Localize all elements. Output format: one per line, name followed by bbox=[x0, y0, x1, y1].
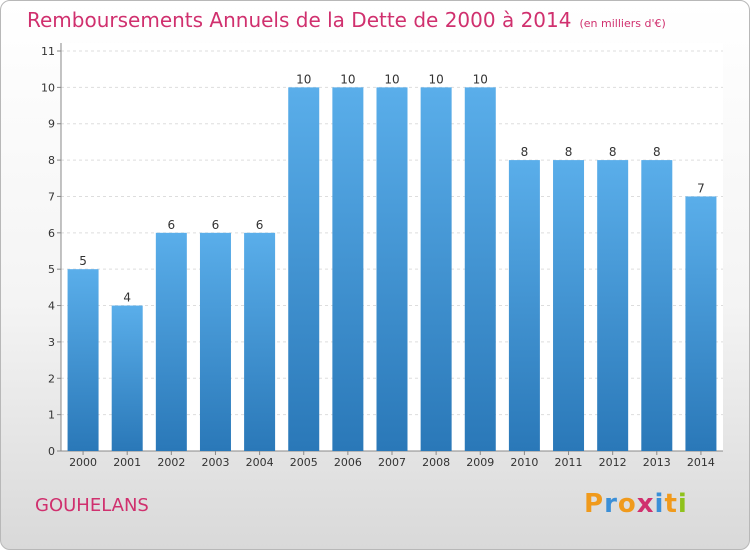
logo-letter: i bbox=[654, 489, 665, 519]
y-tick-label: 2 bbox=[48, 372, 55, 385]
y-tick-label: 0 bbox=[48, 445, 55, 458]
logo-letter: r bbox=[604, 489, 618, 519]
x-tick-label: 2003 bbox=[201, 456, 229, 469]
bar-value-label: 10 bbox=[340, 72, 355, 86]
logo-letter: x bbox=[636, 489, 655, 519]
y-tick-label: 4 bbox=[48, 300, 55, 313]
bar-value-label: 8 bbox=[521, 145, 529, 159]
logo-letter: o bbox=[617, 489, 637, 519]
commune-name: GOUHELANS bbox=[35, 495, 149, 516]
bar bbox=[685, 196, 717, 451]
bar bbox=[244, 232, 276, 451]
x-tick-label: 2014 bbox=[687, 456, 715, 469]
bar-value-label: 10 bbox=[428, 72, 443, 86]
bar bbox=[464, 87, 496, 451]
bar-value-label: 8 bbox=[653, 145, 661, 159]
bar bbox=[597, 160, 629, 451]
x-tick-label: 2004 bbox=[246, 456, 274, 469]
bar bbox=[376, 87, 408, 451]
x-tick-label: 2008 bbox=[422, 456, 450, 469]
bar-value-label: 10 bbox=[473, 72, 488, 86]
x-tick-label: 2011 bbox=[555, 456, 583, 469]
x-tick-label: 2009 bbox=[466, 456, 494, 469]
y-tick-label: 5 bbox=[48, 263, 55, 276]
logo-letter: P bbox=[584, 489, 605, 519]
chart-title: Remboursements Annuels de la Dette de 20… bbox=[27, 8, 666, 32]
bar-value-label: 4 bbox=[123, 291, 131, 305]
bar bbox=[67, 269, 99, 451]
x-tick-label: 2001 bbox=[113, 456, 141, 469]
bar bbox=[420, 87, 452, 451]
x-tick-label: 2010 bbox=[510, 456, 538, 469]
bar bbox=[641, 160, 673, 451]
bar-value-label: 8 bbox=[565, 145, 573, 159]
bar-value-label: 6 bbox=[256, 218, 264, 232]
x-tick-label: 2012 bbox=[599, 456, 627, 469]
bar bbox=[111, 305, 143, 451]
logo-letter: t bbox=[664, 489, 678, 519]
y-tick-label: 6 bbox=[48, 227, 55, 240]
bar-value-label: 8 bbox=[609, 145, 617, 159]
x-tick-label: 2006 bbox=[334, 456, 362, 469]
y-tick-label: 7 bbox=[48, 190, 55, 203]
chart-unit: (en milliers d'€) bbox=[579, 17, 666, 30]
bar-value-label: 7 bbox=[697, 181, 705, 195]
proxiti-logo: Proxiti bbox=[584, 489, 688, 519]
bar bbox=[199, 232, 231, 451]
x-tick-label: 2002 bbox=[157, 456, 185, 469]
y-tick-label: 10 bbox=[41, 81, 55, 94]
bar-value-label: 10 bbox=[384, 72, 399, 86]
x-tick-label: 2000 bbox=[69, 456, 97, 469]
bar-value-label: 10 bbox=[296, 72, 311, 86]
bar bbox=[508, 160, 540, 451]
bar bbox=[553, 160, 585, 451]
x-tick-label: 2005 bbox=[290, 456, 318, 469]
y-tick-label: 8 bbox=[48, 154, 55, 167]
chart-title-text: Remboursements Annuels de la Dette de 20… bbox=[27, 8, 572, 32]
x-tick-label: 2013 bbox=[643, 456, 671, 469]
bar bbox=[155, 232, 187, 451]
bar-value-label: 6 bbox=[168, 218, 176, 232]
y-tick-label: 3 bbox=[48, 336, 55, 349]
x-tick-label: 2007 bbox=[378, 456, 406, 469]
y-tick-label: 11 bbox=[41, 45, 55, 58]
logo-letter: i bbox=[677, 489, 688, 519]
bar bbox=[288, 87, 320, 451]
y-tick-label: 9 bbox=[48, 118, 55, 131]
bar bbox=[332, 87, 364, 451]
bar-value-label: 5 bbox=[79, 254, 87, 268]
y-tick-label: 1 bbox=[48, 409, 55, 422]
bar-value-label: 6 bbox=[212, 218, 220, 232]
